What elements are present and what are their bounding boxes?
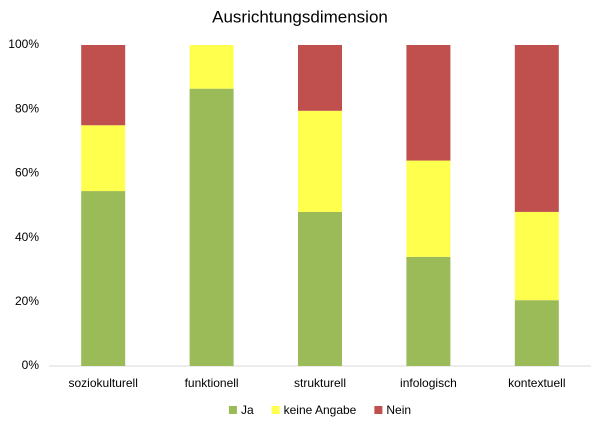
- bar-segment: [81, 45, 126, 126]
- bar-segment: [298, 110, 342, 212]
- bar-segment: [81, 191, 126, 366]
- chart-title: Ausrichtungsdimension: [212, 7, 388, 26]
- legend-marker: [228, 406, 237, 414]
- y-tick-label: 40%: [15, 230, 39, 244]
- bar-segment: [189, 45, 234, 89]
- legend-marker: [271, 406, 280, 414]
- bar-segment: [514, 300, 559, 366]
- y-tick-label: 60%: [15, 166, 39, 180]
- bar-segment: [514, 45, 559, 212]
- legend-label: Ja: [241, 403, 254, 417]
- x-tick-label: strukturell: [294, 376, 346, 390]
- y-tick-label: 20%: [15, 294, 39, 308]
- y-tick-label: 0%: [22, 358, 40, 372]
- bar-segment: [81, 125, 126, 192]
- y-tick-label: 80%: [15, 101, 39, 115]
- y-tick-label: 100%: [8, 37, 39, 51]
- bar-segment: [298, 45, 342, 111]
- legend-label: keine Angabe: [284, 403, 357, 417]
- legend-label: Nein: [386, 403, 411, 417]
- bar-segment: [406, 160, 451, 257]
- bar-segment: [514, 211, 559, 301]
- x-tick-label: kontextuell: [508, 376, 565, 390]
- x-tick-label: funktionell: [185, 376, 239, 390]
- bar-segment: [406, 45, 451, 161]
- legend-marker: [374, 406, 383, 414]
- x-tick-label: infologisch: [400, 376, 457, 390]
- bar-segment: [189, 88, 234, 366]
- bar-segment: [298, 211, 342, 366]
- x-tick-label: soziokulturell: [69, 376, 138, 390]
- bar-segment: [406, 256, 451, 366]
